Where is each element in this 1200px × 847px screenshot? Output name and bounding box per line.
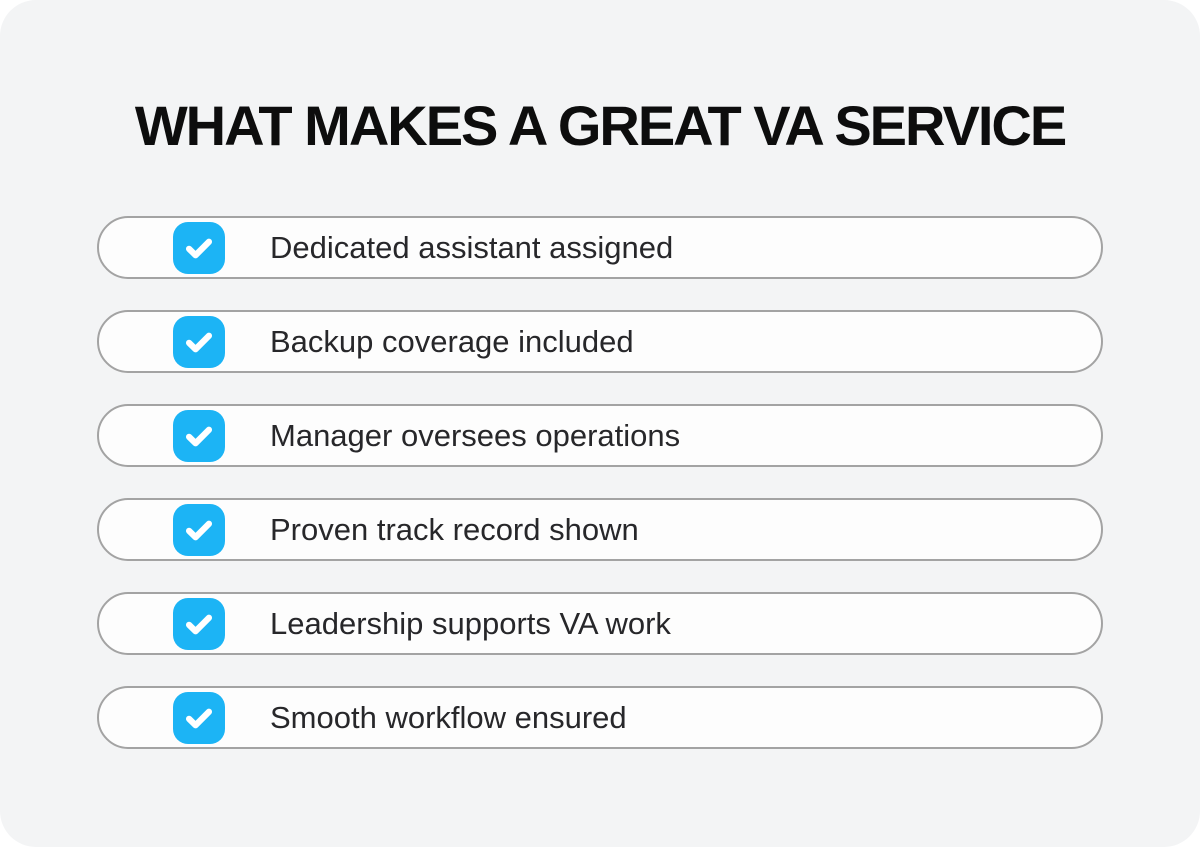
checkmark-icon [173, 221, 225, 274]
checklist-item-label: Dedicated assistant assigned [270, 230, 674, 265]
checklist-row: Manager oversees operations [97, 404, 1103, 467]
checklist-item-label: Proven track record shown [270, 512, 639, 547]
checklist-row: Smooth workflow ensured [97, 686, 1103, 749]
checkmark-icon [173, 503, 225, 556]
checklist-row: Leadership supports VA work [97, 592, 1103, 655]
page-title: WHAT MAKES A GREAT VA SERVICE [134, 94, 1067, 157]
checklist-item-label: Backup coverage included [270, 324, 634, 359]
checklist-item-label: Manager oversees operations [270, 418, 681, 453]
checklist-item-label: Leadership supports VA work [270, 606, 671, 641]
checklist-row: Backup coverage included [97, 310, 1103, 373]
checklist-row: Dedicated assistant assigned [97, 216, 1103, 279]
checkmark-icon [173, 691, 225, 744]
checklist-item-label: Smooth workflow ensured [270, 700, 627, 735]
checklist: Dedicated assistant assigned Backup cove… [97, 216, 1103, 749]
checkmark-icon [173, 315, 225, 368]
checkmark-icon [173, 597, 225, 650]
checklist-row: Proven track record shown [97, 498, 1103, 561]
checkmark-icon [173, 409, 225, 462]
